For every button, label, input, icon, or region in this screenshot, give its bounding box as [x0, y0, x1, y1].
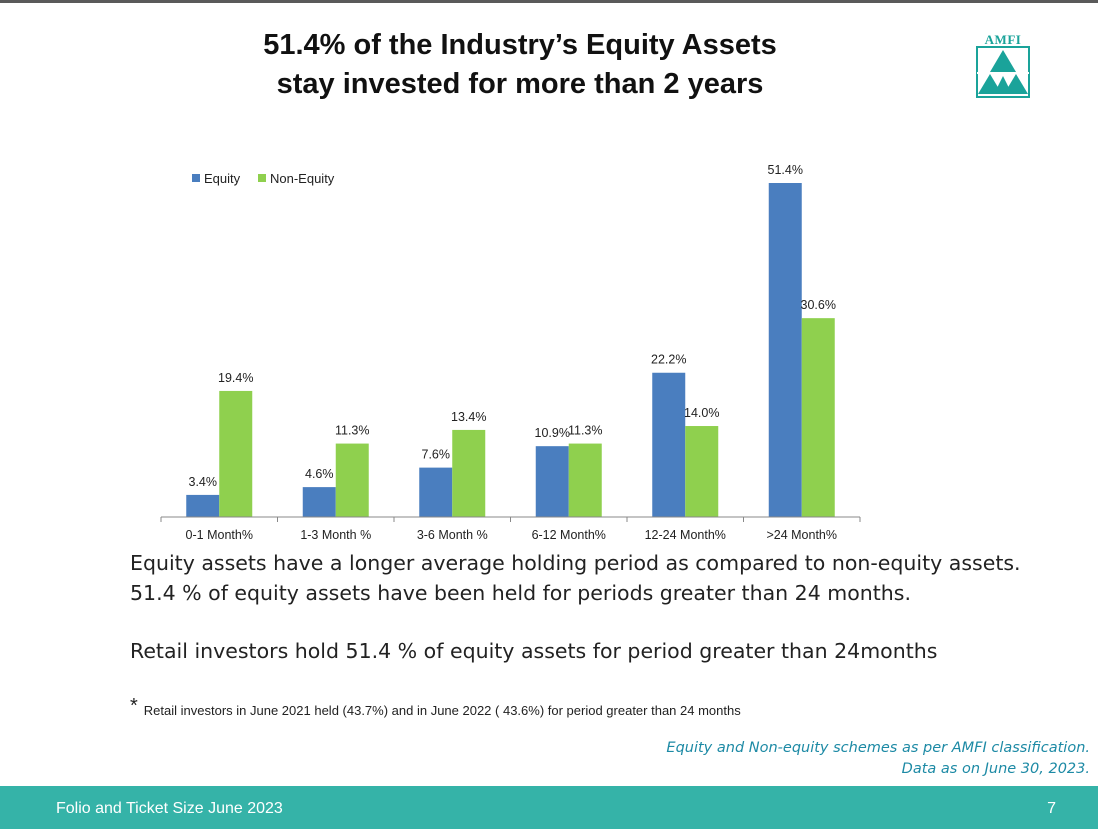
- bar-non-equity-4: [685, 426, 719, 517]
- data-label-equity-2: 7.6%: [422, 448, 451, 462]
- page-number: 7: [1047, 800, 1056, 817]
- x-tick-label: 6-12 Month%: [532, 528, 606, 542]
- bar-equity-2: [419, 467, 453, 517]
- source-line-1: Equity and Non-equity schemes as per AMF…: [666, 740, 1090, 756]
- amfi-logo: AMFI: [976, 32, 1030, 98]
- bar-equity-0: [186, 494, 220, 517]
- chart-bars: 3.4%19.4%4.6%11.3%7.6%13.4%10.9%11.3%22.…: [186, 163, 836, 517]
- data-label-equity-4: 22.2%: [651, 353, 686, 367]
- footnote: * Retail investors in June 2021 held (43.…: [130, 695, 741, 726]
- data-label-non-equity-0: 19.4%: [218, 371, 253, 385]
- x-tick-label: 3-6 Month %: [417, 528, 488, 542]
- source-line-2: Data as on June 30, 2023.: [901, 761, 1090, 777]
- footnote-text: Retail investors in June 2021 held (43.7…: [143, 703, 741, 718]
- source-note: Equity and Non-equity schemes as per AMF…: [666, 738, 1090, 780]
- logo-mark-icon: [976, 46, 1030, 98]
- x-tick-label: 0-1 Month%: [186, 528, 253, 542]
- bar-equity-5: [768, 183, 802, 517]
- legend-swatch-non-equity: [258, 174, 266, 182]
- footer-title: Folio and Ticket Size June 2023: [56, 800, 283, 817]
- top-rule: [0, 0, 1098, 3]
- bar-non-equity-3: [568, 443, 602, 517]
- legend-label-equity: Equity: [204, 171, 241, 186]
- slide-title: 51.4% of the Industry’s Equity Assets st…: [180, 26, 860, 104]
- bar-non-equity-0: [219, 390, 253, 517]
- data-label-non-equity-3: 11.3%: [568, 424, 603, 438]
- data-label-equity-0: 3.4%: [189, 475, 218, 489]
- body-line-1: Equity assets have a longer average hold…: [130, 551, 1021, 575]
- logo-text: AMFI: [984, 32, 1022, 47]
- chart-axis: 0-1 Month% 1-3 Month % 3-6 Month % 6-12 Mon…: [160, 516, 861, 542]
- bar-equity-3: [535, 446, 569, 517]
- data-label-non-equity-4: 14.0%: [684, 406, 719, 420]
- bar-equity-1: [302, 487, 336, 517]
- body-paragraph-2: Retail investors hold 51.4 % of equity a…: [130, 639, 938, 663]
- data-label-non-equity-1: 11.3%: [335, 424, 370, 438]
- bar-equity-4: [652, 372, 686, 517]
- body-paragraph-1: Equity assets have a longer average hold…: [130, 548, 1050, 608]
- x-tick-label: 1-3 Month %: [300, 528, 371, 542]
- x-tick-label: 12-24 Month%: [645, 528, 726, 542]
- data-label-equity-1: 4.6%: [305, 467, 334, 481]
- bar-non-equity-5: [801, 318, 835, 517]
- data-label-equity-3: 10.9%: [535, 426, 570, 440]
- x-tick-label: >24 Month%: [766, 528, 837, 542]
- legend-swatch-equity: [192, 174, 200, 182]
- bar-non-equity-2: [452, 429, 486, 517]
- footnote-star: *: [130, 695, 138, 717]
- holding-period-chart: Equity Non-Equity 3.4% 19.4% 4.6% 11.3% 7.6% 1…: [150, 150, 870, 550]
- legend-label-non-equity: Non-Equity: [270, 171, 335, 186]
- data-label-non-equity-5: 30.6%: [801, 298, 836, 312]
- data-label-non-equity-2: 13.4%: [451, 410, 486, 424]
- title-line-1: 51.4% of the Industry’s Equity Assets: [263, 29, 777, 61]
- chart-legend: Equity Non-Equity: [192, 171, 335, 186]
- data-label-equity-5: 51.4%: [768, 163, 803, 177]
- body-line-2: 51.4 % of equity assets have been held f…: [130, 581, 911, 605]
- chart-svg: Equity Non-Equity 3.4% 19.4% 4.6% 11.3% 7.6% 1…: [160, 163, 861, 542]
- title-line-2: stay invested for more than 2 years: [276, 68, 764, 100]
- bar-non-equity-1: [335, 443, 369, 517]
- footer-bar: Folio and Ticket Size June 2023 7: [0, 786, 1098, 829]
